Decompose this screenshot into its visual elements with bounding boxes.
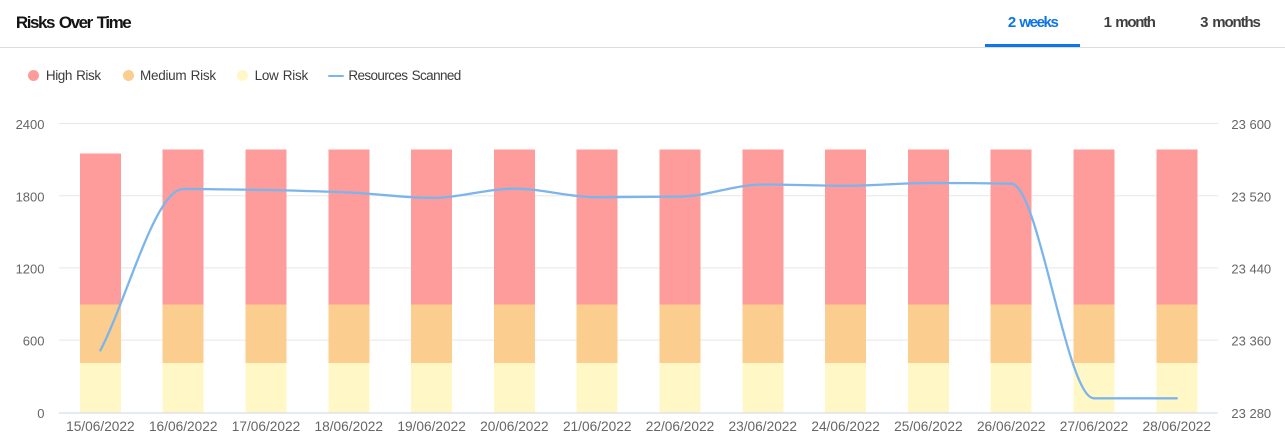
svg-text:2400: 2400 <box>16 117 45 132</box>
svg-text:15/06/2022: 15/06/2022 <box>66 419 135 434</box>
svg-text:19/06/2022: 19/06/2022 <box>397 419 466 434</box>
svg-text:23 280: 23 280 <box>1231 406 1271 421</box>
svg-text:23 600: 23 600 <box>1231 117 1271 132</box>
svg-text:20/06/2022: 20/06/2022 <box>480 419 549 434</box>
svg-text:16/06/2022: 16/06/2022 <box>149 419 218 434</box>
svg-text:18/06/2022: 18/06/2022 <box>315 419 384 434</box>
svg-text:23 360: 23 360 <box>1231 334 1271 349</box>
svg-text:26/06/2022: 26/06/2022 <box>977 419 1046 434</box>
svg-text:21/06/2022: 21/06/2022 <box>563 419 632 434</box>
svg-text:23 440: 23 440 <box>1231 261 1271 276</box>
svg-text:23/06/2022: 23/06/2022 <box>729 419 798 434</box>
svg-text:0: 0 <box>37 406 44 421</box>
svg-text:22/06/2022: 22/06/2022 <box>646 419 715 434</box>
svg-text:600: 600 <box>23 334 45 349</box>
svg-text:1800: 1800 <box>16 189 45 204</box>
svg-text:1200: 1200 <box>16 261 45 276</box>
svg-text:23 520: 23 520 <box>1231 189 1271 204</box>
svg-text:27/06/2022: 27/06/2022 <box>1060 419 1129 434</box>
svg-text:25/06/2022: 25/06/2022 <box>894 419 963 434</box>
svg-text:28/06/2022: 28/06/2022 <box>1143 419 1212 434</box>
svg-text:24/06/2022: 24/06/2022 <box>811 419 880 434</box>
svg-text:17/06/2022: 17/06/2022 <box>232 419 301 434</box>
